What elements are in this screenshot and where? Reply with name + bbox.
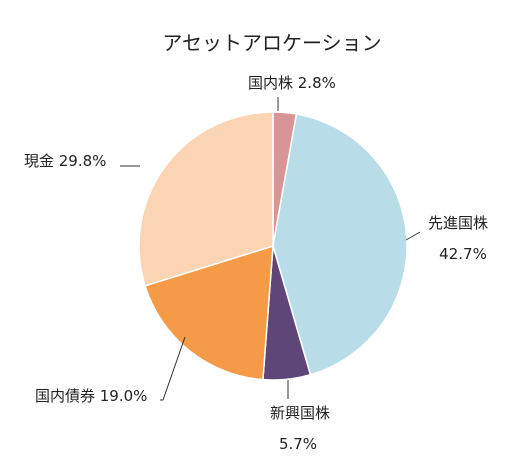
pie-slices	[138, 111, 408, 381]
slice-label-4: 国内債券 19.0%	[35, 387, 147, 405]
slice-label-3-line-1: 新興国株	[270, 404, 330, 422]
slice-label-1: 国内株 2.8%	[248, 74, 336, 92]
pie-slice-4	[144, 244, 274, 381]
leader-line-4	[160, 336, 186, 401]
pie-slice-2	[272, 113, 408, 376]
chart-title: アセットアロケーション	[162, 31, 381, 55]
slice-label-3-line-2: 5.7%	[279, 435, 317, 453]
slice-label-2-line-2: 42.7%	[439, 245, 487, 263]
slice-label-2-line-1: 先進国株	[428, 214, 488, 232]
leader-line-2	[405, 231, 421, 241]
slice-label-5: 現金 29.8%	[24, 152, 106, 170]
slice-labels: 国内株 2.8% 先進国株 42.7% 新興国株 5.7% 国内債券 19.0% 現金 29…	[24, 74, 488, 453]
leader-lines	[120, 97, 421, 401]
pie-slice-5	[138, 111, 274, 287]
